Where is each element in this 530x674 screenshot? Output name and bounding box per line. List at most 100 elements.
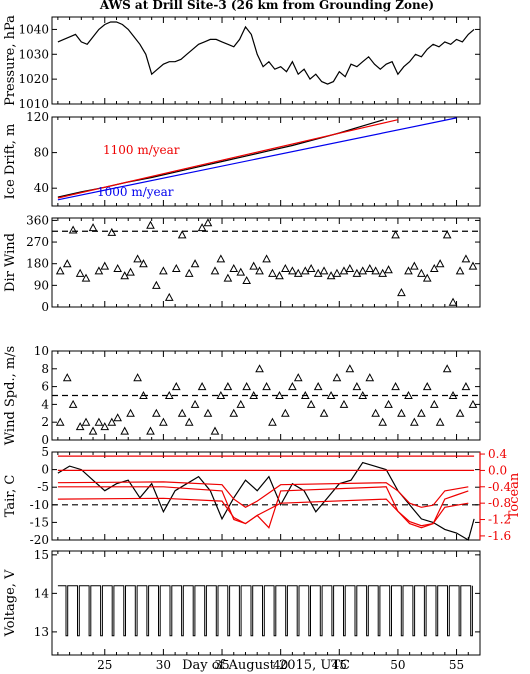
data-point (409, 261, 419, 270)
y-tick-label: 13 (34, 625, 49, 639)
panel-frame (51, 116, 481, 207)
data-point (442, 364, 452, 373)
y-tick-label: 4 (41, 397, 49, 411)
panel-frame (51, 217, 481, 308)
data-point (371, 266, 380, 275)
y-tick-label: 1030 (18, 47, 49, 61)
data-point (184, 268, 194, 277)
data-point (352, 268, 362, 277)
right-tick-label: -0.8 (488, 496, 511, 510)
data-point (300, 266, 310, 275)
data-point (75, 422, 85, 431)
y-axis-label: Voltage, V (3, 569, 18, 637)
data-point (113, 263, 123, 273)
data-point (146, 220, 155, 229)
data-point (236, 267, 246, 276)
data-point (313, 382, 323, 391)
data-point (293, 373, 303, 382)
data-point (448, 390, 458, 399)
series-line-tair (57, 461, 475, 541)
data-point (391, 230, 400, 239)
right-tick-label: -1.2 (488, 513, 511, 527)
data-point (319, 408, 329, 417)
y-tick-label: 5 (41, 445, 49, 459)
y-axis-label: Ice Drift, m (3, 124, 18, 200)
panel-ice_drift: Ice Drift, m 40 80 120 1100 m/year 1000 m/yea… (3, 110, 481, 207)
y-tick-label: 14 (34, 586, 50, 600)
y-tick-label: 10 (34, 344, 49, 358)
data-point (120, 426, 130, 435)
data-point (422, 382, 432, 391)
data-point (139, 390, 148, 399)
data-point (113, 413, 123, 422)
panel-frame (51, 451, 481, 541)
data-point (326, 390, 336, 399)
right-tick-label: -0.4 (488, 480, 512, 494)
data-point (358, 266, 368, 275)
x-tick-label: 45 (332, 658, 347, 672)
data-point (55, 266, 65, 275)
data-point (281, 263, 290, 273)
data-point (468, 399, 478, 408)
data-point (442, 230, 452, 239)
data-point (455, 408, 465, 417)
y-tick-label: 90 (34, 278, 49, 292)
x-tick-label: 40 (273, 658, 288, 672)
data-point (164, 390, 174, 399)
data-point (107, 417, 117, 426)
y-tick-label: 1020 (18, 72, 49, 86)
y-tick-label: -10 (30, 498, 49, 512)
y-axis-label: Dir Wind (3, 233, 18, 292)
data-point (365, 263, 375, 273)
data-point (326, 271, 336, 280)
right-axis-label: Tocean (507, 472, 522, 519)
data-point (236, 399, 246, 408)
y-tick-label: 80 (34, 146, 49, 160)
series-line-tocean-lower (57, 497, 469, 527)
data-point (319, 266, 329, 275)
data-point (300, 390, 310, 399)
data-point (371, 408, 380, 417)
y-tick-label: 180 (26, 257, 49, 271)
y-tick-label: 120 (26, 110, 49, 124)
data-point (345, 263, 355, 273)
data-point (275, 390, 284, 399)
data-point (268, 417, 277, 426)
series-line-1000-m-year (57, 117, 457, 201)
right-tick-label: 0.4 (488, 447, 507, 461)
data-point (288, 266, 297, 275)
data-point (384, 399, 393, 408)
data-point (448, 297, 458, 306)
x-tick-label: 55 (449, 658, 464, 672)
panel-temperature: Tair, C -20 -15 -10 -5 0 5 -1.6 -1.2 -0.8 -0.4 0.0 0… (3, 445, 522, 547)
data-point (435, 417, 445, 426)
data-point (249, 261, 259, 270)
data-point (229, 263, 239, 273)
data-point (203, 408, 213, 417)
data-point (146, 426, 155, 435)
series-line-tocean (57, 486, 469, 529)
data-point (455, 266, 465, 275)
data-point (75, 268, 85, 277)
data-point (94, 266, 104, 275)
data-point (332, 373, 342, 382)
data-point (190, 399, 200, 408)
data-point (100, 422, 110, 431)
data-point (417, 408, 426, 417)
y-tick-label: 270 (26, 235, 49, 249)
y-tick-label: 0 (41, 433, 49, 447)
data-point (352, 382, 362, 391)
data-point (255, 364, 264, 373)
data-point (242, 275, 251, 285)
data-point (365, 373, 375, 382)
data-point (55, 417, 65, 426)
data-point (197, 223, 207, 232)
data-point (262, 254, 271, 263)
data-point (88, 223, 98, 232)
data-point (133, 373, 142, 382)
data-point (397, 288, 406, 297)
annotation-1000: 1000 m/year (97, 185, 174, 199)
y-tick-label: -15 (30, 515, 49, 529)
data-point (216, 254, 226, 263)
